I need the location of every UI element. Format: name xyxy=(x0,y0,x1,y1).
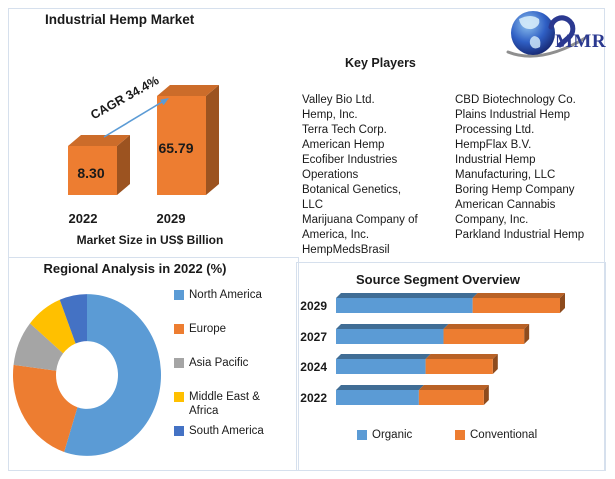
key-player-name: Marijuana Company of America, Inc. xyxy=(302,214,418,241)
page-title: Industrial Hemp Market xyxy=(45,12,195,27)
legend-swatch xyxy=(174,324,184,334)
legend-item-conventional: Conventional xyxy=(455,429,537,441)
donut-slice-europe xyxy=(13,364,78,452)
segment-year-2022: 2022 xyxy=(300,391,327,405)
donut-slice-asia-pacific xyxy=(13,323,64,371)
logo-continent-north xyxy=(519,16,540,30)
segment-year-2024: 2024 xyxy=(300,360,327,374)
key-player-name: Hemp, Inc. xyxy=(302,109,358,121)
donut-slice-north-america xyxy=(64,294,161,456)
regional-donut-chart xyxy=(13,294,161,456)
key-player-name: Boring Hemp Company xyxy=(455,184,575,196)
key-player-name: Industrial Hemp Manufacturing, LLC xyxy=(455,154,556,181)
logo-continent-south xyxy=(529,36,541,49)
logo-swoosh-gray xyxy=(506,35,589,58)
key-player-name: Valley Bio Ltd. xyxy=(302,94,375,106)
legend-item: Asia Pacific xyxy=(174,357,289,391)
legend-label: Organic xyxy=(372,429,413,441)
segment-year-2027: 2027 xyxy=(300,330,327,344)
legend-swatch xyxy=(357,430,367,440)
legend-swatch xyxy=(174,290,184,300)
legend-label: Europe xyxy=(189,323,227,335)
stacked-bar-2022 xyxy=(336,385,489,405)
legend-item: South America xyxy=(174,425,289,459)
donut-slice-south-america xyxy=(59,294,87,344)
stacked-bar-2024 xyxy=(336,354,498,374)
bar-3d-2029 xyxy=(157,85,219,195)
market-size-chart xyxy=(68,85,219,195)
source-segment-chart xyxy=(336,293,565,405)
bar-3d-2022 xyxy=(68,135,130,195)
globe-icon xyxy=(506,11,589,58)
regional-legend: North America Europe Asia Pacific Middle Ea… xyxy=(174,289,289,459)
legend-label: Asia Pacific xyxy=(189,357,249,369)
key-player-name: Terra Tech Corp. xyxy=(302,124,387,136)
stacked-bar-2027 xyxy=(336,324,530,344)
legend-swatch xyxy=(455,430,465,440)
legend-item-organic: Organic xyxy=(357,429,412,441)
key-players-column-right: CBD Biotechnology Co. Plains Industrial H… xyxy=(455,93,587,243)
cagr-arrow xyxy=(103,98,169,138)
key-player-name: HempMedsBrasil xyxy=(302,244,390,256)
logo-text: MMR xyxy=(555,31,607,52)
legend-label: South America xyxy=(189,425,264,437)
mmr-logo: MMR xyxy=(503,7,607,59)
key-players-title: Key Players xyxy=(345,56,416,70)
bar-category-2029: 2029 xyxy=(156,211,186,226)
donut-slice-middle-east-africa xyxy=(29,299,76,354)
key-player-name: American Cannabis Company, Inc. xyxy=(455,199,556,226)
bar-category-2022: 2022 xyxy=(68,211,98,226)
legend-swatch xyxy=(174,358,184,368)
market-axis-title: Market Size in US$ Billion xyxy=(76,233,224,247)
key-player-name: Botanical Genetics, LLC xyxy=(302,184,402,211)
key-players-column-left: Valley Bio Ltd. Hemp, Inc. Terra Tech Corp… xyxy=(302,93,424,258)
regional-analysis-title: Regional Analysis in 2022 (%) xyxy=(43,261,227,276)
bar-value-2029: 65.79 xyxy=(158,140,194,156)
legend-item: Europe xyxy=(174,323,289,357)
key-player-name: Ecofiber Industries Operations xyxy=(302,154,398,181)
legend-label: North America xyxy=(189,289,262,301)
legend-swatch xyxy=(174,392,184,402)
key-player-name: Parkland Industrial Hemp xyxy=(455,229,585,241)
source-segment-title: Source Segment Overview xyxy=(355,272,520,287)
key-player-name: American Hemp xyxy=(302,139,385,151)
key-player-name: HempFlax B.V. xyxy=(455,139,532,151)
legend-label: Middle East & Africa xyxy=(189,391,260,417)
legend-swatch xyxy=(174,426,184,436)
stacked-bar-2029 xyxy=(336,293,565,313)
segment-year-2029: 2029 xyxy=(300,299,327,313)
bar-value-2022: 8.30 xyxy=(77,165,105,181)
logo-swoosh-blue xyxy=(548,15,576,48)
key-player-name: CBD Biotechnology Co. xyxy=(455,94,576,106)
legend-item: North America xyxy=(174,289,289,323)
legend-label: Conventional xyxy=(470,429,538,441)
key-player-name: Plains Industrial Hemp Processing Ltd. xyxy=(455,109,571,136)
legend-item: Middle East & Africa xyxy=(174,391,289,425)
